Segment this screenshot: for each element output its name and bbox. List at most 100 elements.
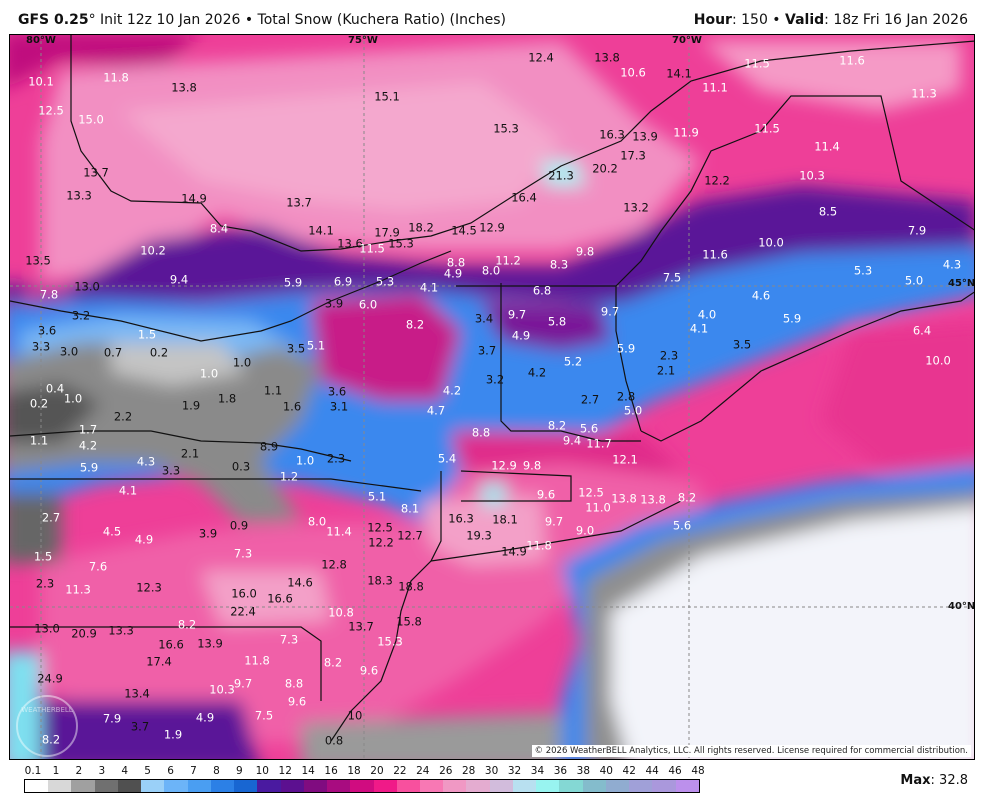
colorbar-tick-label: 44	[645, 765, 659, 777]
boundaries	[10, 35, 974, 742]
colorbar-labels: 0.1 1 2 3 4 5 6 7 8 9 10 12 14 16 18 20 22 24 26 28 30 32 34 36…	[22, 765, 712, 779]
snow-total-label: 17.9	[374, 225, 400, 240]
snow-total-label: 8.8	[471, 425, 491, 440]
snow-total-label: 4.6	[751, 288, 771, 303]
snow-total-label: 5.9	[616, 341, 636, 356]
snow-total-label: 18.1	[492, 512, 518, 527]
snow-total-label: 9.4	[562, 433, 582, 448]
valid-time: Hour: 150 • Valid: 18z Fri 16 Jan 2026	[694, 12, 968, 28]
colorbar-tick-label: 34	[530, 765, 545, 777]
snow-total-label: 11.8	[526, 538, 552, 553]
snow-total-label: 11.8	[103, 70, 129, 85]
snowfall-map: 80°W 75°W 70°W 45°N 40°N 10.1 11.8 13.8 12.…	[9, 34, 975, 760]
snow-total-label: 11.5	[754, 121, 780, 136]
snow-total-label: 14.9	[501, 544, 527, 559]
snow-total-label: 0.9	[229, 518, 249, 533]
snow-total-label: 1.0	[295, 453, 315, 468]
snow-total-label: 4.1	[419, 280, 439, 295]
colorbar-tick-label: 6	[167, 765, 174, 777]
snow-total-label: 20.9	[71, 626, 97, 641]
snow-total-label: 19.3	[466, 528, 492, 543]
snow-total-label: 11.0	[585, 500, 611, 515]
snow-total-label: 10.3	[799, 168, 825, 183]
snow-total-label: 1.0	[232, 355, 252, 370]
snow-total-label: 8.5	[818, 204, 838, 219]
snow-total-label: 10.1	[28, 74, 54, 89]
snow-total-label: 13.3	[108, 623, 134, 638]
snow-total-label: 8.4	[209, 221, 229, 236]
colorbar-tick-label: 32	[507, 765, 522, 777]
colorbar-swatch	[489, 780, 513, 792]
snow-total-label: 3.3	[161, 463, 181, 478]
degree-sign: °	[88, 12, 96, 28]
snow-total-label: 2.7	[41, 510, 61, 525]
snow-total-label: 7.5	[254, 708, 274, 723]
snow-total-label: 12.4	[528, 50, 554, 65]
snow-total-label: 3.2	[485, 372, 505, 387]
colorbar-swatch	[396, 780, 420, 792]
snow-total-label: 8.8	[284, 676, 304, 691]
snow-total-label: 4.3	[942, 257, 962, 272]
map-title: GFS 0.25° Init 12z 10 Jan 2026 • Total S…	[18, 12, 506, 28]
snow-total-label: 15.3	[388, 236, 414, 251]
colorbar-tick-label: 8	[213, 765, 220, 777]
model-name: GFS 0.25	[18, 12, 89, 28]
snow-total-label: 0.8	[324, 733, 344, 748]
colorbar-tick-label: 30	[484, 765, 499, 777]
colorbar-swatch	[327, 780, 351, 792]
snow-total-label: 17.4	[146, 654, 172, 669]
copyright-notice: © 2026 WeatherBELL Analytics, LLC. All r…	[531, 745, 971, 757]
snow-total-label: 18.8	[398, 579, 424, 594]
snow-total-label: 7.9	[102, 711, 122, 726]
snow-total-label: 13.8	[594, 50, 620, 65]
snow-total-label: 6.4	[912, 323, 932, 338]
snow-total-label: 3.2	[71, 308, 91, 323]
snow-total-label: 7.5	[662, 270, 682, 285]
colorbar-swatch	[652, 780, 676, 792]
snow-total-label: 0.2	[149, 345, 169, 360]
lon-75w-label: 75°W	[348, 35, 378, 46]
snow-total-label: 8.2	[547, 418, 567, 433]
snow-total-label: 1.9	[163, 727, 183, 742]
colorbar-tick-label: 16	[324, 765, 338, 777]
snow-total-label: 8.2	[177, 617, 197, 632]
snow-total-label: 10.6	[620, 65, 646, 80]
snow-total-label: 4.1	[118, 483, 138, 498]
colorbar-tick-label: 5	[144, 765, 151, 777]
colorbar-tick-label: 40	[599, 765, 613, 777]
snow-total-label: 4.9	[134, 532, 154, 547]
init-description: Init 12z 10 Jan 2026 • Total Snow (Kuche…	[95, 12, 506, 28]
snow-total-label: 1.6	[282, 399, 302, 414]
snow-total-label: 5.0	[623, 403, 643, 418]
snow-total-label: 4.5	[102, 524, 122, 539]
colorbar-tick-label: 22	[393, 765, 407, 777]
snow-total-label: 11.3	[911, 86, 937, 101]
snow-total-label: 18.2	[408, 220, 434, 235]
snow-total-label: 1.1	[263, 383, 283, 398]
snow-total-label: 1.1	[29, 433, 49, 448]
snow-total-label: 12.2	[368, 535, 394, 550]
snow-total-label: 9.6	[359, 663, 379, 678]
snow-total-label: 7.3	[233, 546, 253, 561]
colorbar-swatch	[25, 780, 49, 792]
snow-total-label: 9.6	[536, 487, 556, 502]
snow-total-label: 13.9	[197, 636, 223, 651]
colorbar-swatch	[466, 780, 490, 792]
snow-total-label: 7.8	[39, 287, 59, 302]
snow-total-label: 16.3	[599, 127, 625, 142]
snow-total-label: 1.8	[217, 391, 237, 406]
snow-total-label: 11.6	[702, 247, 728, 262]
snow-total-label: 7.3	[279, 632, 299, 647]
snow-total-label: 13.5	[25, 253, 51, 268]
snow-total-label: 9.7	[233, 676, 253, 691]
snow-total-label: 13.8	[640, 492, 666, 507]
colorbar-swatch	[559, 780, 583, 792]
snow-total-label: 11.9	[673, 125, 699, 140]
snow-total-label: 10.8	[328, 605, 354, 620]
snow-total-label: 4.3	[136, 454, 156, 469]
snow-total-label: 1.5	[33, 549, 53, 564]
colorbar-tick-label: 38	[576, 765, 591, 777]
colorbar-swatch	[536, 780, 560, 792]
snow-total-label: 3.5	[732, 337, 752, 352]
snow-total-label: 2.1	[656, 363, 676, 378]
